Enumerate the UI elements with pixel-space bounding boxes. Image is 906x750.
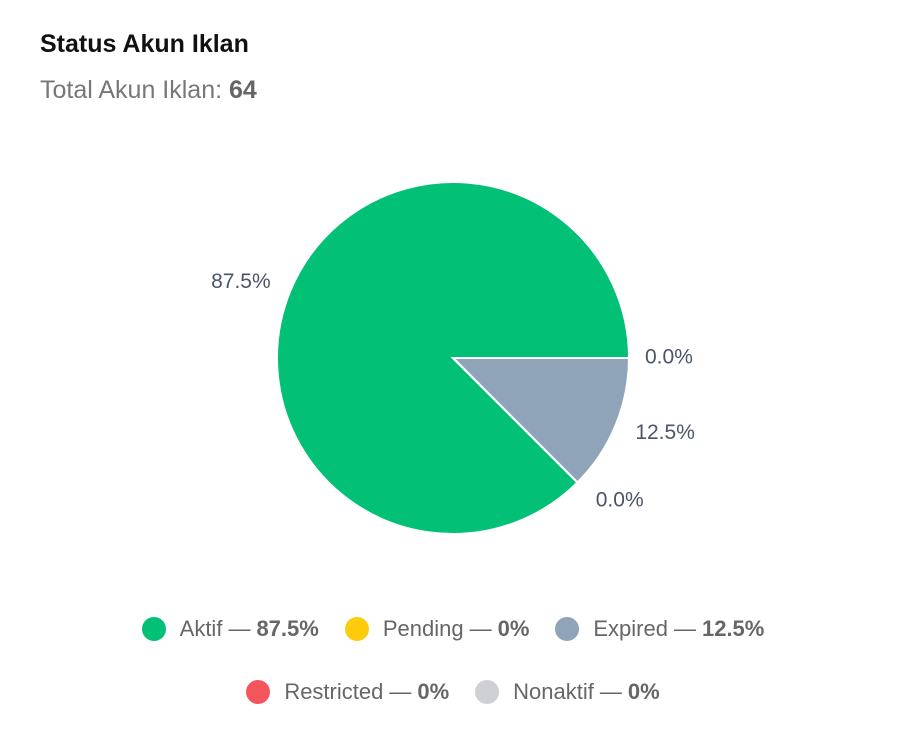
- legend-value: 0%: [417, 678, 450, 704]
- chart-title: Status Akun Iklan: [40, 30, 249, 58]
- legend-value: 12.5%: [701, 615, 765, 641]
- legend-swatch: [141, 616, 166, 641]
- legend-item: Pending —0%: [344, 610, 530, 647]
- legend-swatch: [475, 679, 500, 704]
- data-label: 0.0%: [596, 488, 644, 511]
- legend-item: Nonaktif —0%: [475, 673, 660, 710]
- chart: 87.5% 0.0% 12.5% 0.0%: [211, 181, 695, 535]
- data-label: 0.0%: [645, 346, 693, 369]
- subtitle-label: Total Akun Iklan:: [40, 76, 223, 104]
- legend-separator: —: [469, 615, 492, 641]
- legend-value: 0%: [497, 615, 530, 641]
- data-label: 87.5%: [211, 270, 271, 293]
- legend-separator: —: [389, 678, 412, 704]
- legend-label: Expired: [593, 615, 668, 641]
- legend-item: Restricted —0%: [246, 673, 449, 710]
- legend: Aktif —87.5% Pending —0% Expired —12.5% Restri…: [93, 610, 813, 710]
- legend-label: Aktif: [179, 615, 223, 641]
- subtitle: Total Akun Iklan: 64: [40, 76, 257, 105]
- legend-swatch: [246, 679, 271, 704]
- legend-value: 87.5%: [256, 615, 319, 641]
- legend-separator: —: [673, 615, 696, 641]
- legend-swatch: [344, 616, 369, 641]
- legend-separator: —: [228, 615, 251, 641]
- legend-item: Aktif —87.5%: [141, 610, 319, 647]
- legend-separator: —: [599, 678, 622, 704]
- legend-label: Pending: [382, 615, 464, 641]
- legend-label: Nonaktif: [513, 678, 594, 704]
- legend-item: Expired —12.5%: [555, 610, 764, 647]
- total-value: 64: [229, 76, 257, 104]
- data-label: 12.5%: [635, 421, 695, 444]
- legend-label: Restricted: [284, 678, 384, 704]
- legend-swatch: [555, 616, 580, 641]
- pie-slice: [450, 357, 631, 484]
- legend-value: 0%: [627, 678, 660, 704]
